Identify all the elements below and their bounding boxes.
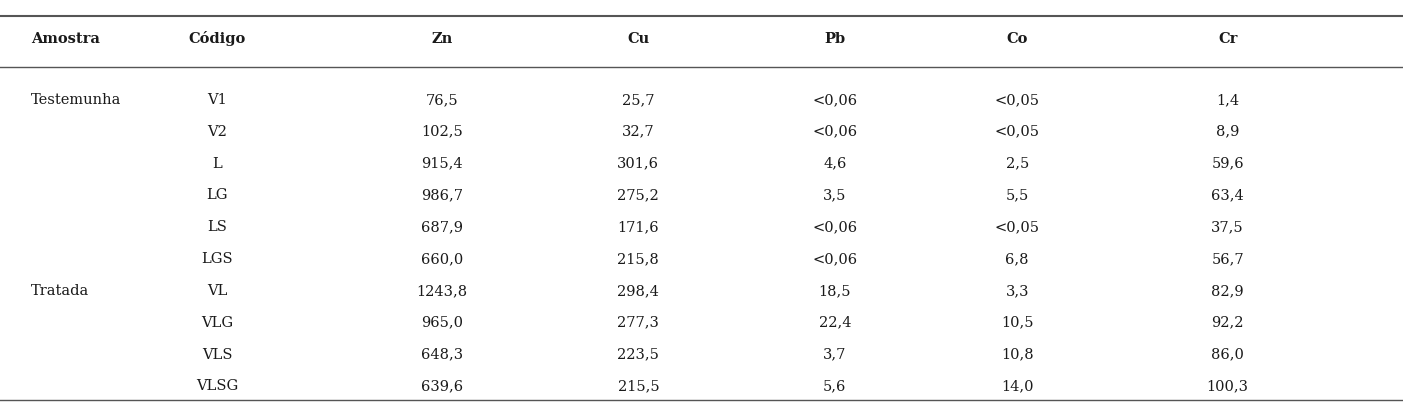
Text: 3,3: 3,3 xyxy=(1006,284,1028,298)
Text: 215,8: 215,8 xyxy=(617,252,659,266)
Text: 86,0: 86,0 xyxy=(1211,348,1244,361)
Text: 56,7: 56,7 xyxy=(1211,252,1244,266)
Text: <0,06: <0,06 xyxy=(812,125,857,139)
Text: <0,06: <0,06 xyxy=(812,93,857,107)
Text: 37,5: 37,5 xyxy=(1211,220,1244,234)
Text: 10,5: 10,5 xyxy=(1000,316,1034,330)
Text: 277,3: 277,3 xyxy=(617,316,659,330)
Text: 215,5: 215,5 xyxy=(617,379,659,393)
Text: V1: V1 xyxy=(208,93,227,107)
Text: 63,4: 63,4 xyxy=(1211,188,1244,202)
Text: VL: VL xyxy=(208,284,227,298)
Text: 59,6: 59,6 xyxy=(1211,157,1244,171)
Text: VLG: VLG xyxy=(202,316,233,330)
Text: VLSG: VLSG xyxy=(196,379,239,393)
Text: 171,6: 171,6 xyxy=(617,220,659,234)
Text: 1243,8: 1243,8 xyxy=(417,284,467,298)
Text: Código: Código xyxy=(189,31,246,46)
Text: VLS: VLS xyxy=(202,348,233,361)
Text: 275,2: 275,2 xyxy=(617,188,659,202)
Text: 22,4: 22,4 xyxy=(818,316,852,330)
Text: LG: LG xyxy=(206,188,229,202)
Text: 100,3: 100,3 xyxy=(1207,379,1249,393)
Text: 25,7: 25,7 xyxy=(622,93,655,107)
Text: 660,0: 660,0 xyxy=(421,252,463,266)
Text: 986,7: 986,7 xyxy=(421,188,463,202)
Text: LS: LS xyxy=(208,220,227,234)
Text: Cu: Cu xyxy=(627,32,650,46)
Text: 223,5: 223,5 xyxy=(617,348,659,361)
Text: 102,5: 102,5 xyxy=(421,125,463,139)
Text: Tratada: Tratada xyxy=(31,284,90,298)
Text: <0,05: <0,05 xyxy=(995,125,1040,139)
Text: 8,9: 8,9 xyxy=(1216,125,1239,139)
Text: Cr: Cr xyxy=(1218,32,1237,46)
Text: 5,6: 5,6 xyxy=(824,379,846,393)
Text: 76,5: 76,5 xyxy=(425,93,459,107)
Text: 6,8: 6,8 xyxy=(1006,252,1028,266)
Text: 1,4: 1,4 xyxy=(1216,93,1239,107)
Text: 3,5: 3,5 xyxy=(824,188,846,202)
Text: 2,5: 2,5 xyxy=(1006,157,1028,171)
Text: Zn: Zn xyxy=(431,32,453,46)
Text: 3,7: 3,7 xyxy=(824,348,846,361)
Text: 92,2: 92,2 xyxy=(1211,316,1244,330)
Text: V2: V2 xyxy=(208,125,227,139)
Text: 5,5: 5,5 xyxy=(1006,188,1028,202)
Text: 687,9: 687,9 xyxy=(421,220,463,234)
Text: Testemunha: Testemunha xyxy=(31,93,121,107)
Text: 965,0: 965,0 xyxy=(421,316,463,330)
Text: 32,7: 32,7 xyxy=(622,125,655,139)
Text: Amostra: Amostra xyxy=(31,32,100,46)
Text: 915,4: 915,4 xyxy=(421,157,463,171)
Text: L: L xyxy=(213,157,222,171)
Text: Pb: Pb xyxy=(824,32,846,46)
Text: 648,3: 648,3 xyxy=(421,348,463,361)
Text: Co: Co xyxy=(1006,32,1028,46)
Text: <0,05: <0,05 xyxy=(995,220,1040,234)
Text: <0,06: <0,06 xyxy=(812,220,857,234)
Text: 18,5: 18,5 xyxy=(818,284,852,298)
Text: 82,9: 82,9 xyxy=(1211,284,1244,298)
Text: 639,6: 639,6 xyxy=(421,379,463,393)
Text: 301,6: 301,6 xyxy=(617,157,659,171)
Text: 4,6: 4,6 xyxy=(824,157,846,171)
Text: 14,0: 14,0 xyxy=(1000,379,1034,393)
Text: <0,06: <0,06 xyxy=(812,252,857,266)
Text: 10,8: 10,8 xyxy=(1000,348,1034,361)
Text: <0,05: <0,05 xyxy=(995,93,1040,107)
Text: 298,4: 298,4 xyxy=(617,284,659,298)
Text: LGS: LGS xyxy=(202,252,233,266)
